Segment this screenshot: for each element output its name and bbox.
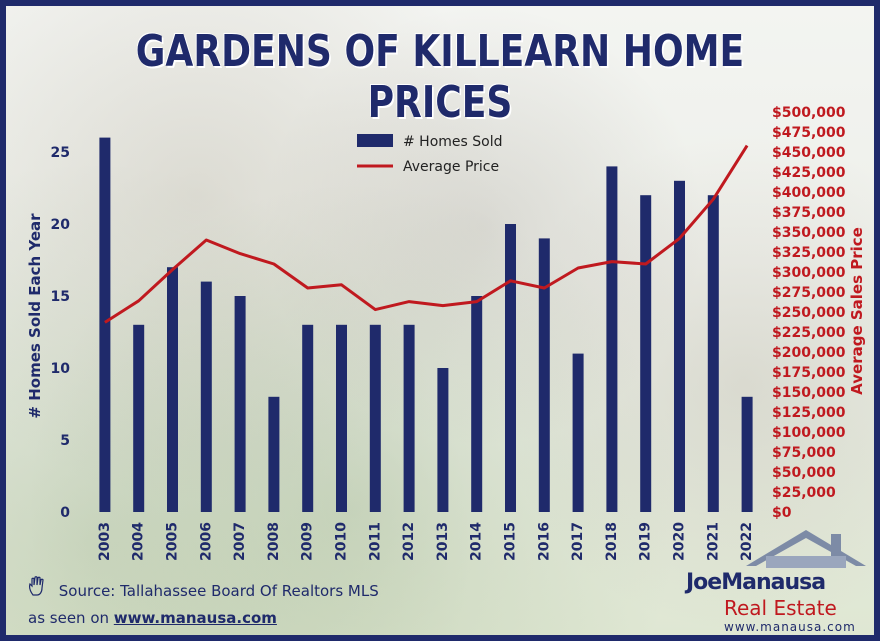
logo-url: www.manausa.com [724, 620, 856, 634]
house-roof-icon [746, 530, 866, 568]
x-tick-2020: 2020 [672, 522, 688, 561]
y2-tick-14: $350,000 [772, 225, 846, 241]
source-text: Source: Tallahassee Board Of Realtors ML… [58, 582, 379, 600]
left-axis-ticks: 0 5 10 15 20 25 [51, 145, 71, 521]
y2-tick-13: $325,000 [772, 245, 846, 261]
y2-tick-10: $250,000 [772, 305, 846, 321]
y2-tick-8: $200,000 [772, 345, 846, 361]
y2-tick-2: $50,000 [772, 465, 836, 481]
y2-tick-1: $25,000 [772, 485, 836, 501]
bar-2010 [336, 324, 347, 512]
y2-tick-0: $0 [772, 505, 792, 521]
bar-2004 [133, 324, 145, 512]
bar-2005 [167, 267, 178, 512]
bar-2008 [268, 396, 280, 512]
y-tick-10: 10 [51, 361, 71, 377]
bar-2006 [200, 281, 212, 512]
bar-2014 [471, 296, 483, 512]
right-axis-label: Average Sales Price [848, 227, 866, 395]
bar-2009 [302, 324, 314, 512]
x-tick-2022: 2022 [739, 522, 755, 561]
y-tick-25: 25 [51, 145, 70, 161]
y-tick-0: 0 [60, 505, 70, 521]
right-axis-ticks: $0 $25,000 $50,000 $75,000 $100,000 $125,000 $… [772, 105, 846, 521]
y2-tick-11: $275,000 [772, 285, 846, 301]
legend-label-bars: # Homes Sold [403, 134, 503, 150]
x-tick-2012: 2012 [401, 522, 417, 561]
y2-tick-19: $475,000 [772, 125, 846, 141]
bar-2012 [403, 324, 415, 512]
bar-2003 [99, 137, 111, 512]
logo-subtitle: Real Estate [724, 596, 837, 620]
x-tick-2015: 2015 [503, 522, 519, 561]
x-tick-2009: 2009 [300, 522, 316, 561]
y2-tick-4: $100,000 [772, 425, 846, 441]
bar-2020 [674, 180, 685, 513]
x-tick-2010: 2010 [334, 522, 350, 561]
x-tick-2005: 2005 [165, 522, 181, 561]
bar-series [99, 137, 753, 513]
x-tick-2014: 2014 [469, 522, 485, 561]
y2-tick-6: $150,000 [772, 385, 846, 401]
x-tick-2016: 2016 [536, 522, 552, 561]
x-tick-2011: 2011 [367, 522, 383, 561]
y-tick-20: 20 [51, 217, 71, 233]
y-tick-5: 5 [60, 433, 70, 449]
seen-prefix: as seen on [28, 609, 110, 627]
y2-tick-9: $225,000 [772, 325, 846, 341]
bar-2018 [606, 166, 618, 512]
logo-name: JoeManausa [686, 570, 826, 595]
y2-tick-15: $375,000 [772, 205, 846, 221]
brand-logo: JoeManausa Real Estate www.manausa.com [686, 526, 874, 635]
y2-tick-5: $125,000 [772, 405, 846, 421]
legend-label-line: Average Price [403, 159, 499, 175]
bar-2016 [538, 238, 550, 512]
line-average-price [104, 144, 749, 324]
seen-on-note: as seen on www.manausa.com [28, 609, 277, 627]
line-series [104, 144, 749, 324]
left-axis-label: # Homes Sold Each Year [26, 213, 44, 419]
y-tick-15: 15 [51, 289, 70, 305]
hand-icon [28, 576, 48, 600]
x-tick-2008: 2008 [266, 522, 282, 561]
x-tick-2019: 2019 [638, 522, 654, 561]
x-tick-2004: 2004 [131, 522, 147, 561]
y2-tick-16: $400,000 [772, 185, 846, 201]
x-axis-ticks: 2003 2004 2005 2006 2007 2008 2009 2010 2011 2012… [97, 522, 755, 561]
bar-2019 [640, 195, 652, 512]
chart-svg: 0 5 10 15 20 25 $0 $25,000 $50,000 $75,000 $100,0… [26, 105, 866, 561]
y2-tick-7: $175,000 [772, 365, 846, 381]
legend: # Homes Sold Average Price [357, 134, 503, 175]
x-tick-2017: 2017 [570, 522, 586, 561]
legend-swatch-bars [357, 134, 393, 147]
bar-2015 [505, 224, 516, 512]
y2-tick-18: $450,000 [772, 145, 846, 161]
source-note: Source: Tallahassee Board Of Realtors ML… [28, 576, 379, 600]
y2-tick-17: $425,000 [772, 165, 846, 181]
bar-2017 [572, 353, 584, 512]
x-tick-2003: 2003 [97, 522, 113, 561]
x-tick-2007: 2007 [232, 522, 248, 561]
chart-title: GARDENS OF KILLEARN HOME PRICES [135, 26, 745, 128]
bar-2022 [741, 396, 753, 512]
x-tick-2018: 2018 [604, 522, 620, 561]
bar-2021 [707, 195, 719, 512]
x-tick-2021: 2021 [705, 522, 721, 561]
bar-2007 [234, 296, 246, 512]
bar-2013 [437, 368, 449, 512]
y2-tick-12: $300,000 [772, 265, 846, 281]
y2-tick-20: $500,000 [772, 105, 846, 121]
y2-tick-3: $75,000 [772, 445, 836, 461]
seen-link[interactable]: www.manausa.com [113, 609, 277, 627]
x-tick-2013: 2013 [435, 522, 451, 561]
x-tick-2006: 2006 [198, 522, 214, 561]
bar-2011 [369, 324, 381, 512]
